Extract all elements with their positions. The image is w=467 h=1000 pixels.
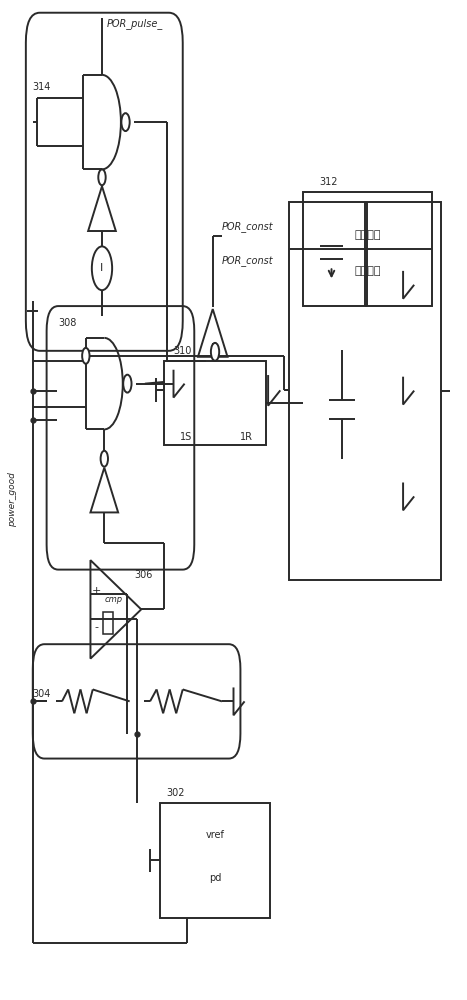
Text: 312: 312 bbox=[319, 177, 337, 187]
Circle shape bbox=[100, 451, 108, 467]
Text: I: I bbox=[100, 263, 104, 273]
Bar bbox=[303, 192, 432, 306]
Text: 1R: 1R bbox=[241, 432, 254, 442]
Text: POR_const: POR_const bbox=[222, 255, 274, 266]
Bar bbox=[164, 361, 266, 445]
Text: +: + bbox=[92, 586, 101, 596]
Circle shape bbox=[123, 375, 132, 393]
Text: 电源电压: 电源电压 bbox=[354, 230, 381, 240]
Text: POR_pulse_: POR_pulse_ bbox=[106, 18, 163, 29]
Text: -: - bbox=[94, 622, 99, 632]
Text: 1S: 1S bbox=[180, 432, 193, 442]
Text: 302: 302 bbox=[167, 788, 185, 798]
Text: POR_const: POR_const bbox=[222, 221, 274, 232]
Bar bbox=[289, 202, 441, 580]
Bar bbox=[103, 612, 113, 634]
Text: 314: 314 bbox=[33, 82, 51, 92]
Circle shape bbox=[98, 169, 106, 185]
Text: cmp: cmp bbox=[105, 595, 122, 604]
Text: power_good: power_good bbox=[8, 473, 17, 527]
Text: 308: 308 bbox=[58, 318, 77, 328]
Text: vref: vref bbox=[205, 830, 225, 840]
Text: 304: 304 bbox=[33, 689, 51, 699]
Text: 310: 310 bbox=[174, 346, 192, 356]
Bar bbox=[160, 803, 270, 918]
Text: pd: pd bbox=[209, 873, 221, 883]
Text: 306: 306 bbox=[134, 570, 153, 580]
Text: 降监视器: 降监视器 bbox=[354, 266, 381, 276]
Circle shape bbox=[121, 113, 130, 131]
Circle shape bbox=[211, 343, 219, 361]
Circle shape bbox=[82, 348, 90, 364]
